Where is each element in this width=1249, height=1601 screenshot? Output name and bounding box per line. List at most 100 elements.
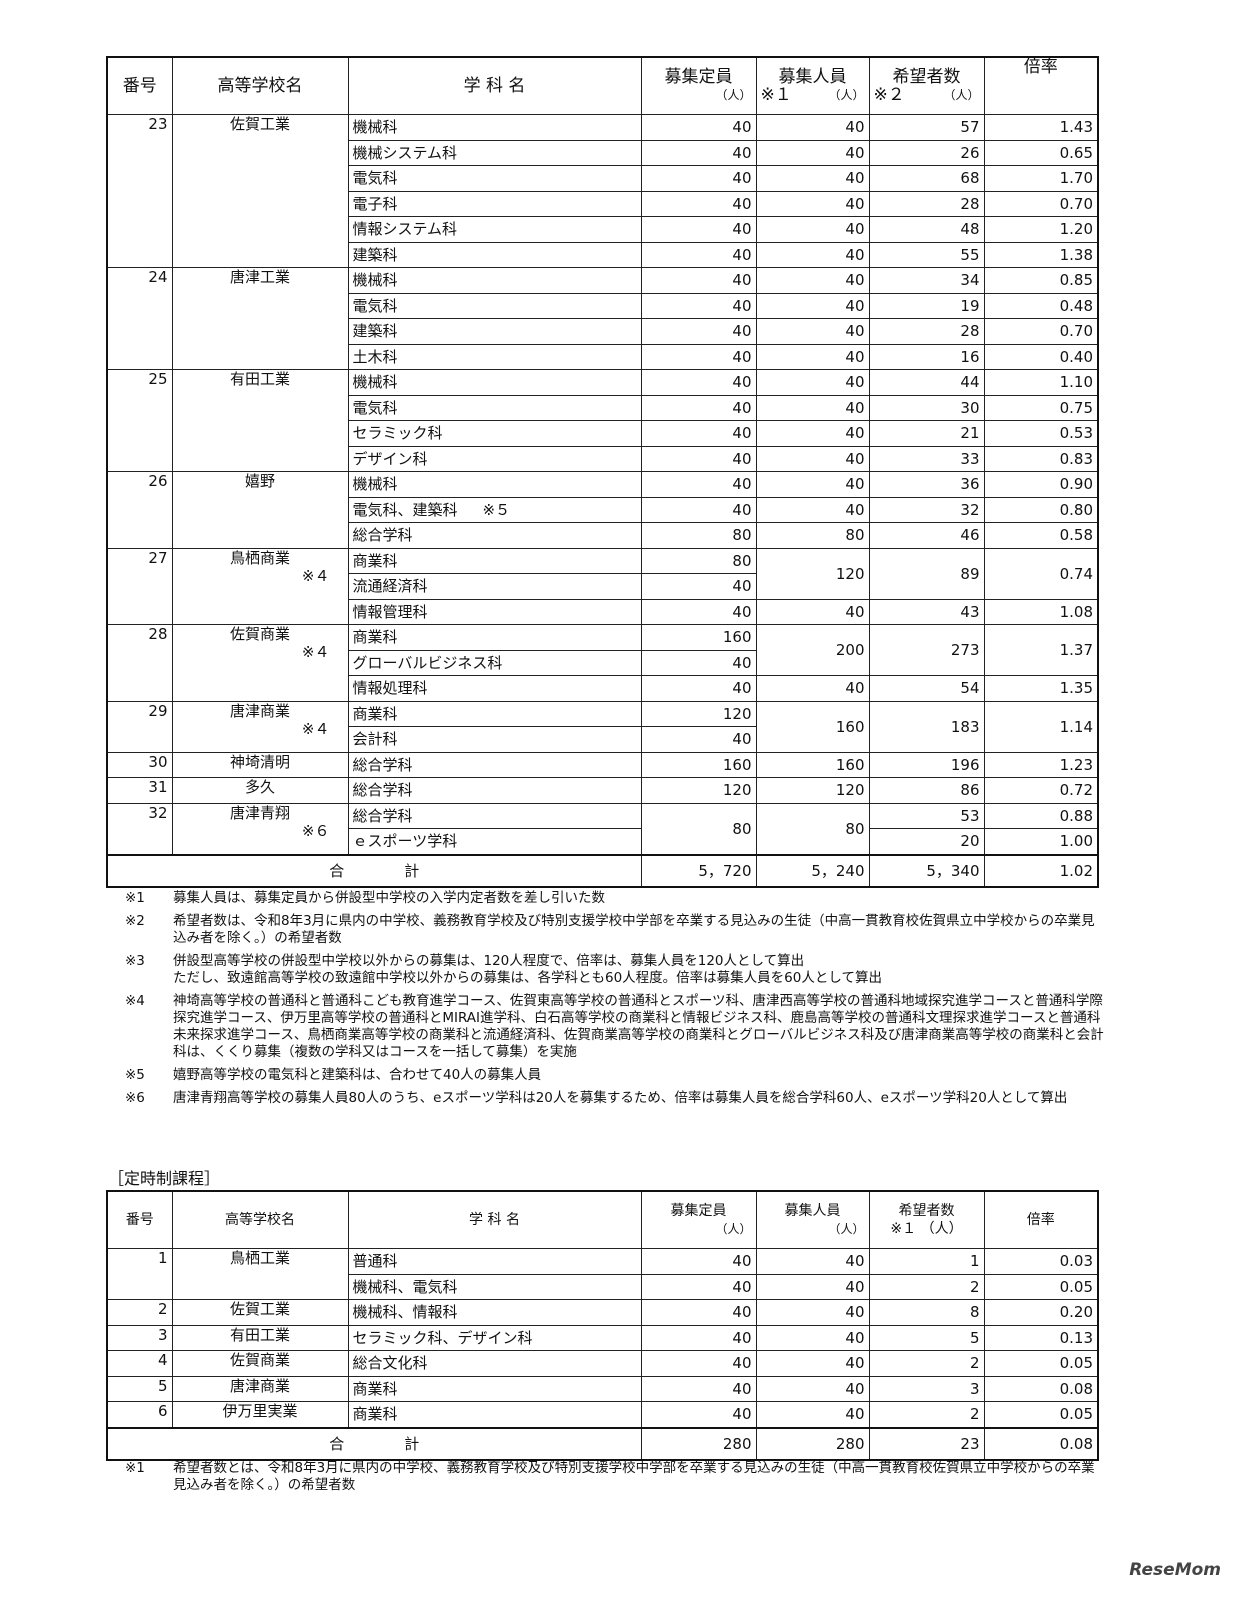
parttime-table: 番号 高等学校名 学 科 名 募集定員 （人） 募集人員 （人） 希望者数 ※１ （人… (106, 1190, 1099, 1461)
table-row: 29 唐津商業 ※４ 商業科 120 160 183 1.14 (106, 700, 1099, 753)
capacity: 40 (640, 1375, 757, 1402)
table-row: 26 嬉野 機械科 40 40 36 0.90 (106, 471, 1099, 549)
applicants: 28 (868, 318, 985, 345)
footnote-text: 希望者数は、令和8年3月に県内の中学校、義務教育学校及び特別支援学校中学部を卒業… (173, 913, 1095, 946)
school-number: 6 (106, 1401, 173, 1428)
ratio: 0.85 (983, 267, 1099, 294)
table-row: 電気科、建築科 ※５ 40 40 32 0.80 (107, 496, 1099, 523)
capacity: 80 (640, 547, 757, 574)
recruit: 40 (755, 1273, 870, 1300)
capacity: 40 (640, 267, 757, 294)
school-number: 28 (106, 624, 173, 702)
footnote-text: 嬉野高等学校の電気科と建築科は、合わせて40人の募集人員 (173, 1067, 542, 1083)
school-number: 1 (106, 1248, 173, 1300)
department-name: 電子科 (347, 190, 642, 217)
applicants: 16 (868, 343, 985, 370)
department-name: 機械科、情報科 (347, 1299, 642, 1326)
capacity: 80 (640, 802, 757, 855)
recruit: 80 (755, 802, 870, 855)
footnote-mark: ※5 (125, 1067, 145, 1083)
table-row: 1 鳥栖工業 普通科 40 40 1 0.03 (106, 1248, 1099, 1300)
recruit: 40 (755, 1350, 870, 1377)
school-name: 有田工業 (171, 1324, 349, 1351)
footnote: ※1 希望者数とは、令和8年3月に県内の中学校、義務教育学校及び特別支援学校中学部… (125, 1460, 1105, 1494)
table-row: 総合学科 80 80 46 0.58 (107, 522, 1099, 549)
department-name: 商業科 (347, 1375, 642, 1402)
recruit: 40 (755, 496, 870, 523)
total-ratio: 0.08 (983, 1426, 1099, 1460)
capacity: 40 (640, 292, 757, 319)
capacity: 40 (640, 241, 757, 268)
parttime-notes: ※1 希望者数とは、令和8年3月に県内の中学校、義務教育学校及び特別支援学校中学部… (125, 1460, 1105, 1500)
table-row: ｅスポーツ学科 20 1.00 (107, 828, 1099, 855)
header-capacity: 募集定員 （人） (640, 1190, 757, 1249)
table-row: 情報システム科 40 40 48 1.20 (107, 216, 1099, 243)
table-row: 土木科 40 40 16 0.40 (107, 343, 1099, 370)
applicants: 5 (868, 1324, 985, 1351)
recruit: 40 (755, 165, 870, 192)
capacity: 120 (640, 700, 757, 727)
ratio: 0.48 (983, 292, 1099, 319)
ratio: 0.88 (983, 802, 1099, 829)
capacity: 160 (640, 751, 757, 778)
capacity: 40 (640, 649, 757, 676)
capacity: 120 (640, 777, 757, 804)
school-name-text: 鳥栖工業 (229, 1249, 290, 1267)
header-capacity: 募集定員 （人） (640, 56, 757, 115)
recruit: 40 (755, 343, 870, 370)
unit: （人） (828, 1222, 865, 1236)
school-number: 29 (106, 700, 173, 753)
school-number: 27 (106, 547, 173, 625)
footnote-text: 神埼高等学校の普通科と普通科こども教育進学コース、佐賀東高等学校の普通科とスポー… (173, 993, 1104, 1060)
unit: （人） (943, 88, 980, 102)
total-applicants: 23 (868, 1426, 985, 1460)
capacity: 40 (640, 165, 757, 192)
school-name-text: 鳥栖商業 (229, 548, 290, 567)
recruit: 80 (755, 522, 870, 549)
ratio: 0.83 (983, 445, 1099, 472)
applicants: 68 (868, 165, 985, 192)
label: 希望者数 (892, 67, 961, 87)
footnote: ※3 併設型高等学校の併設型中学校以外からの募集は、120人程度で、倍率は、募集人… (125, 953, 1105, 987)
department-name: 機械科、電気科 (347, 1273, 642, 1300)
ratio: 0.58 (983, 522, 1099, 549)
department-name: 機械科 (347, 114, 642, 141)
table-row: 27 鳥栖商業 ※４ 商業科 80 120 89 0.74 (106, 547, 1099, 625)
department-name: 総合学科 (347, 751, 642, 778)
school-number: 3 (106, 1324, 173, 1351)
table-row: 建築科 40 40 28 0.70 (107, 318, 1099, 345)
school-name: 伊万里実業 (171, 1401, 349, 1428)
school-name: 鳥栖商業 ※４ (171, 547, 349, 625)
ratio: 0.65 (983, 139, 1099, 166)
department-name: 情報処理科 (347, 675, 642, 702)
label: 募集人員 (784, 1203, 841, 1219)
recruit: 40 (755, 675, 870, 702)
ratio: 0.03 (983, 1248, 1099, 1275)
applicants: 273 (868, 624, 985, 676)
label: 募集定員 (670, 1203, 727, 1219)
capacity: 40 (640, 369, 757, 396)
applicants: 183 (868, 700, 985, 753)
table-row: 30 神埼清明 総合学科 160 160 196 1.23 (106, 751, 1099, 778)
unit: （人） (828, 88, 865, 102)
school-note: ※６ (301, 821, 330, 840)
applicants: 43 (868, 598, 985, 625)
school-name: 神埼清明 (171, 751, 349, 778)
header-applicants: 希望者数 ※２ （人） (868, 56, 985, 115)
header-no: 番号 (106, 1190, 173, 1249)
school-number: 5 (106, 1375, 173, 1402)
school-number: 30 (106, 751, 173, 778)
capacity: 40 (640, 1248, 757, 1275)
capacity: 40 (640, 139, 757, 166)
school-name-text: 多久 (244, 778, 275, 796)
ratio: 1.00 (983, 828, 1099, 855)
capacity: 40 (640, 573, 757, 600)
label: 募集人員 (778, 67, 847, 87)
table-row: 3 有田工業 セラミック科、デザイン科 40 40 5 0.13 (106, 1324, 1099, 1351)
footnote-mark: ※4 (125, 993, 145, 1009)
ratio: 0.70 (983, 318, 1099, 345)
header-recruit: 募集人員 （人） (755, 1190, 870, 1249)
ratio: 0.20 (983, 1299, 1099, 1326)
applicants: 20 (868, 828, 985, 855)
applicants: 19 (868, 292, 985, 319)
